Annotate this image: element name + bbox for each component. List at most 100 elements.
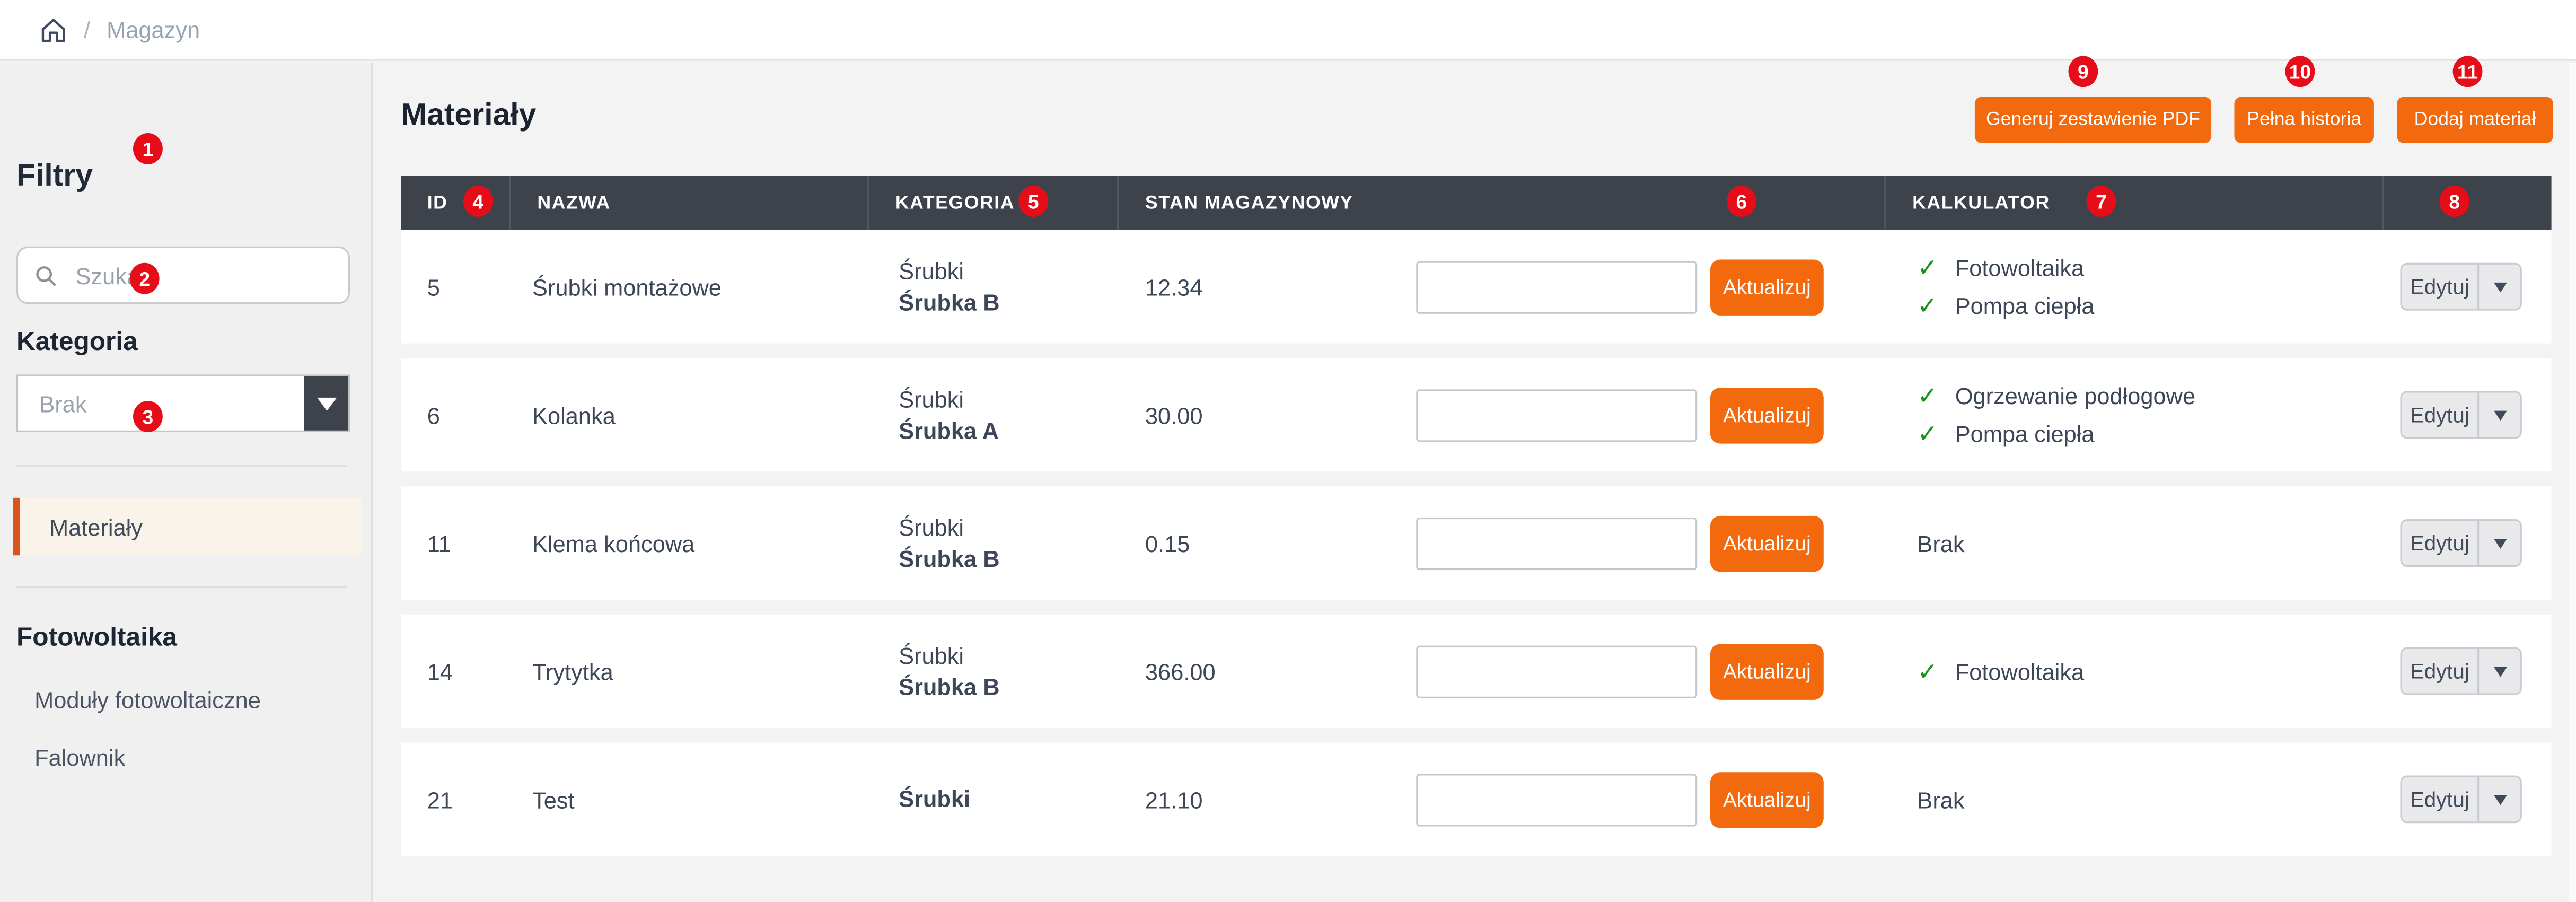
calculator-item: ✓ Pompa ciepła xyxy=(1917,291,2095,321)
caret-down-icon xyxy=(2493,282,2507,292)
cell-stock-text: 30.00 xyxy=(1145,401,1203,428)
update-input[interactable] xyxy=(1416,260,1698,313)
edit-button[interactable]: Edytuj xyxy=(2402,521,2478,565)
edit-dropdown-button[interactable] xyxy=(2477,649,2520,694)
annotation-badge-9: 9 xyxy=(2068,56,2098,87)
cell-id-text: 14 xyxy=(427,658,453,685)
category-child: Śrubka A xyxy=(899,416,999,443)
update-input[interactable] xyxy=(1416,773,1698,826)
edit-button-label: Edytuj xyxy=(2410,659,2469,684)
category-parent: Śrubki xyxy=(899,385,964,412)
update-input[interactable] xyxy=(1416,645,1698,698)
update-button[interactable]: Aktualizuj xyxy=(1710,258,1824,315)
cell-id-text: 5 xyxy=(427,273,440,300)
sidebar-item-moduly-fotowoltaiczne[interactable]: Moduły fotowoltaiczne xyxy=(34,687,261,713)
update-button[interactable]: Aktualizuj xyxy=(1710,771,1824,828)
update-button[interactable]: Aktualizuj xyxy=(1710,387,1824,443)
annotation-badge-3: 3 xyxy=(133,401,163,432)
edit-split-button: Edytuj xyxy=(2400,262,2522,311)
toolbar: Generuj zestawienie PDF Pełna historia D… xyxy=(1974,97,2553,143)
check-icon: ✓ xyxy=(1917,382,1938,411)
calculator-none: Brak xyxy=(1917,530,1965,556)
search-input[interactable] xyxy=(72,260,332,290)
check-icon: ✓ xyxy=(1917,255,1938,283)
edit-button-label: Edytuj xyxy=(2410,274,2469,299)
calculator-item: ✓ Ogrzewanie podłogowe xyxy=(1917,381,2195,411)
edit-button[interactable]: Edytuj xyxy=(2402,393,2478,437)
calculator-label: Ogrzewanie podłogowe xyxy=(1955,382,2196,409)
sidebar: Filtry Kategoria Brak Materiały Fotowolt… xyxy=(0,62,373,902)
table-row: 11 Klema końcowa Śrubki Śrubka B 0.15 Ak… xyxy=(401,486,2552,600)
sidebar-item-falownik[interactable]: Falownik xyxy=(34,744,126,771)
category-parent: Śrubki xyxy=(899,513,964,540)
cell-id-text: 21 xyxy=(427,786,453,813)
table-row: 14 Trytytka Śrubki Śrubka B 366.00 Aktua… xyxy=(401,614,2552,728)
chevron-down-icon[interactable] xyxy=(304,376,348,431)
full-history-button[interactable]: Pełna historia xyxy=(2234,97,2374,143)
edit-dropdown-button[interactable] xyxy=(2477,521,2520,565)
category-select[interactable]: Brak xyxy=(16,374,350,432)
edit-button[interactable]: Edytuj xyxy=(2402,777,2478,822)
edit-dropdown-button[interactable] xyxy=(2477,777,2520,822)
sidebar-item-materialy[interactable]: Materiały xyxy=(13,497,362,556)
calculator-label: Pompa ciepła xyxy=(1955,292,2095,319)
category-child: Śrubki xyxy=(899,785,971,812)
edit-dropdown-button[interactable] xyxy=(2477,392,2520,437)
cell-category: Śrubki Śrubka B xyxy=(867,230,1117,344)
caret-down-icon xyxy=(2493,666,2507,676)
table-row: 21 Test Śrubki 21.10 Aktualizuj Brak Edy… xyxy=(401,742,2552,856)
cell-calculator: ✓ Ogrzewanie podłogowe ✓ Pompa ciepła xyxy=(1884,358,2382,471)
check-icon: ✓ xyxy=(1917,421,1938,449)
update-button[interactable]: Aktualizuj xyxy=(1710,515,1824,571)
column-header-id: ID xyxy=(427,193,448,213)
cell-id: 11 xyxy=(401,486,509,600)
cell-category: Śrubki Śrubka B xyxy=(867,486,1117,600)
cell-actions: Edytuj xyxy=(2382,230,2551,344)
update-input[interactable] xyxy=(1416,516,1698,570)
generate-pdf-button[interactable]: Generuj zestawienie PDF xyxy=(1974,97,2212,143)
cell-calculator: ✓ Fotowoltaika xyxy=(1884,615,2382,728)
update-input[interactable] xyxy=(1416,388,1698,441)
cell-name-text: Test xyxy=(532,786,575,813)
update-button[interactable]: Aktualizuj xyxy=(1710,643,1824,699)
column-header-stan: STAN MAGAZYNOWY xyxy=(1117,176,1884,230)
annotation-badge-4: 4 xyxy=(463,186,493,217)
category-label: Kategoria xyxy=(16,328,138,357)
edit-button[interactable]: Edytuj xyxy=(2402,265,2478,309)
cell-stock-text: 366.00 xyxy=(1145,658,1216,685)
calculator-list: ✓ Ogrzewanie podłogowe ✓ Pompa ciepła xyxy=(1917,381,2195,449)
cell-category: Śrubki xyxy=(867,742,1117,856)
add-material-button[interactable]: Dodaj materiał xyxy=(2397,97,2553,143)
column-header-nazwa: NAZWA xyxy=(509,176,868,230)
cell-calculator: ✓ Fotowoltaika ✓ Pompa ciepła xyxy=(1884,230,2382,344)
column-header-kalkulator: KALKULATOR xyxy=(1884,176,2382,230)
cell-id-text: 6 xyxy=(427,401,440,428)
annotation-badge-7: 7 xyxy=(2086,186,2116,217)
edit-button[interactable]: Edytuj xyxy=(2402,649,2478,694)
search-icon xyxy=(36,265,56,285)
table-row: 5 Śrubki montażowe Śrubki Śrubka B 12.34… xyxy=(401,230,2552,344)
edit-button-label: Edytuj xyxy=(2410,402,2469,427)
category-parent: Śrubki xyxy=(899,641,964,668)
edit-dropdown-button[interactable] xyxy=(2477,264,2520,309)
category-child: Śrubka B xyxy=(899,288,1000,315)
scrollbar[interactable] xyxy=(2569,62,2576,902)
cell-stock: 21.10 Aktualizuj xyxy=(1117,742,1884,856)
cell-stock: 30.00 Aktualizuj xyxy=(1117,358,1884,471)
cell-id: 21 xyxy=(401,742,509,856)
cell-name: Kolanka xyxy=(509,358,868,471)
cell-id: 5 xyxy=(401,230,509,344)
cell-stock-text: 0.15 xyxy=(1145,530,1190,556)
category-child: Śrubka B xyxy=(899,672,1000,699)
breadcrumb-current: Magazyn xyxy=(107,16,200,43)
cell-category: Śrubki Śrubka A xyxy=(867,358,1117,471)
category-child: Śrubka B xyxy=(899,545,1000,571)
category-select-value: Brak xyxy=(39,390,87,417)
home-icon[interactable] xyxy=(39,15,67,43)
caret-down-icon xyxy=(2493,410,2507,420)
materials-table: ID NAZWA KATEGORIA STAN MAGAZYNOWY KALKU… xyxy=(401,176,2552,871)
divider xyxy=(16,465,347,467)
annotation-badge-1: 1 xyxy=(133,133,163,164)
cell-stock: 366.00 Aktualizuj xyxy=(1117,615,1884,728)
caret-down-icon xyxy=(2493,538,2507,548)
